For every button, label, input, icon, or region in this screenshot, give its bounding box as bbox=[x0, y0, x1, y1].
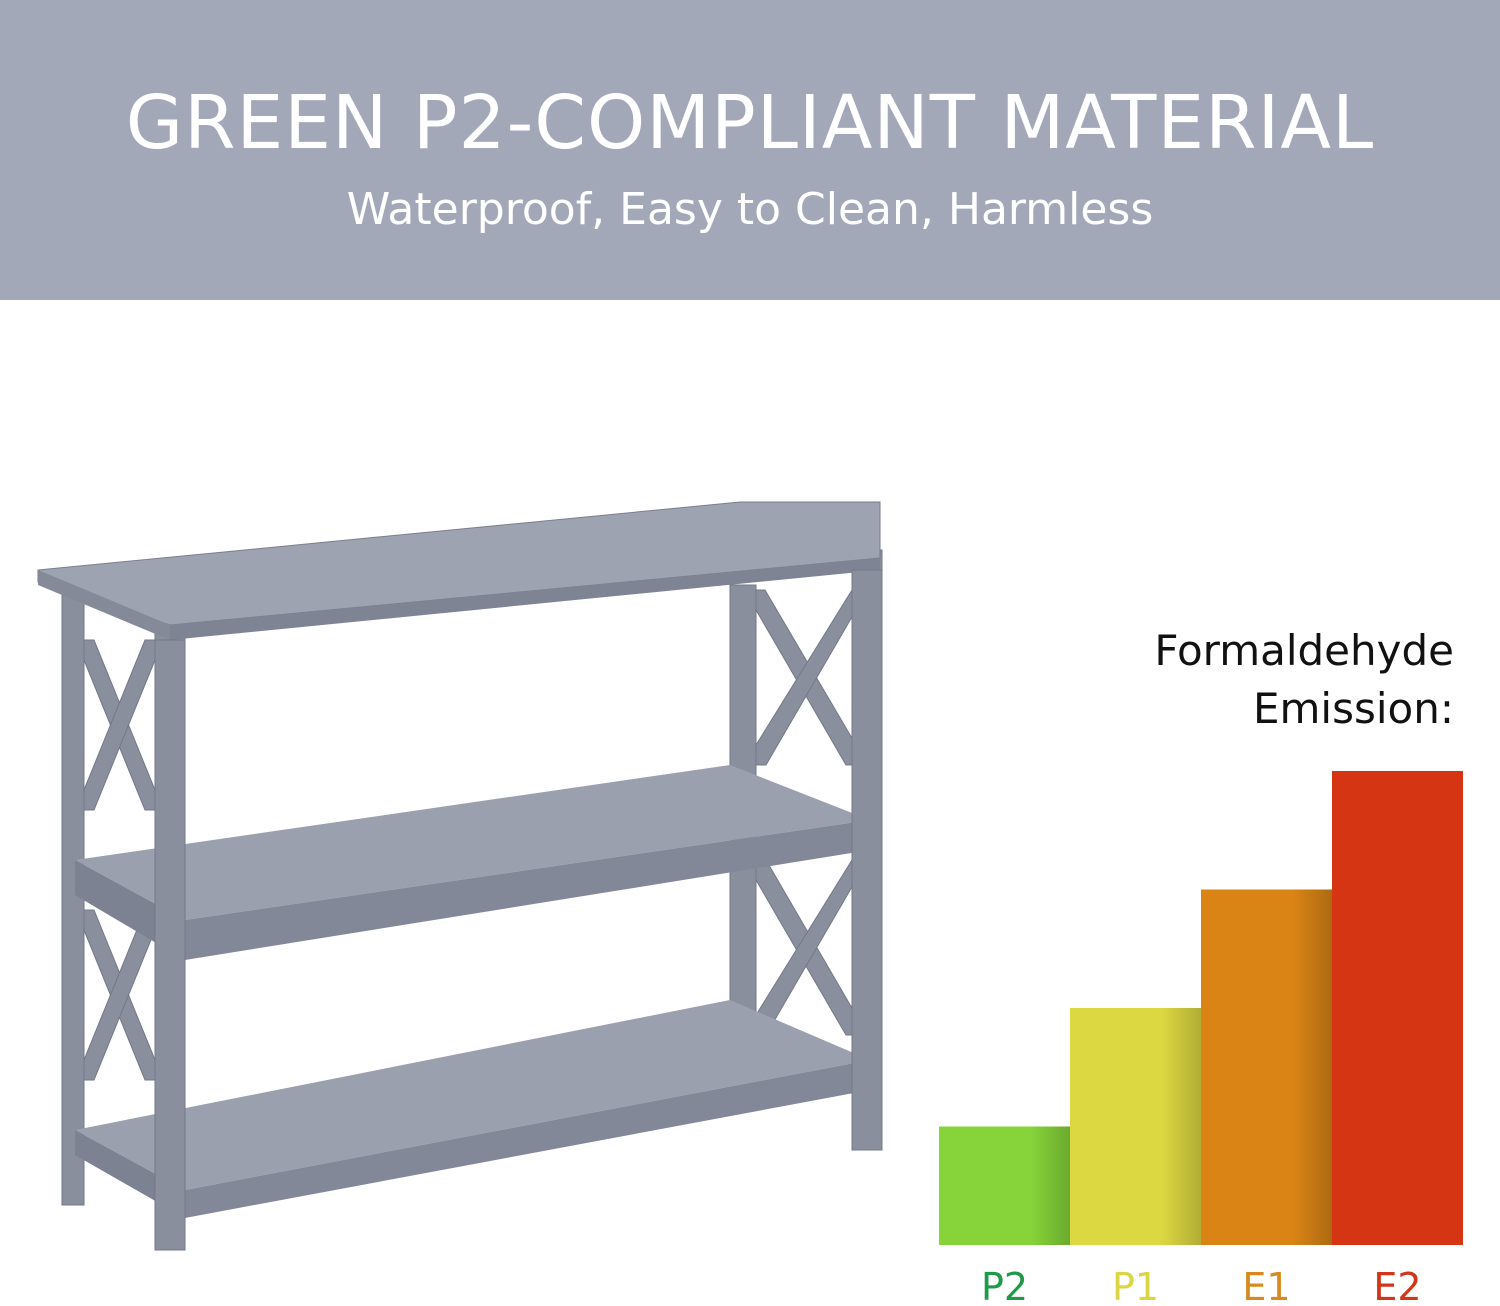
bar-label-p2: P2 bbox=[981, 1265, 1028, 1306]
bar-p2 bbox=[939, 1126, 1070, 1245]
formaldehyde-emission-chart: P2 P1 E1 E2 bbox=[939, 771, 1463, 1306]
banner-title: GREEN P2-COMPLIANT MATERIAL bbox=[125, 80, 1375, 166]
bar-p1 bbox=[1070, 1008, 1201, 1245]
bar-label-e1: E1 bbox=[1242, 1265, 1290, 1306]
header-banner: GREEN P2-COMPLIANT MATERIAL Waterproof, … bbox=[0, 0, 1500, 300]
banner-subtitle: Waterproof, Easy to Clean, Harmless bbox=[346, 184, 1154, 235]
console-table-image bbox=[37, 501, 883, 1251]
chart-title: Formaldehyde Emission: bbox=[1154, 626, 1454, 733]
bar-e2 bbox=[1332, 771, 1463, 1245]
bar-label-e2: E2 bbox=[1373, 1265, 1421, 1306]
bar-e1 bbox=[1201, 889, 1332, 1245]
bar-label-p1: P1 bbox=[1112, 1265, 1159, 1306]
